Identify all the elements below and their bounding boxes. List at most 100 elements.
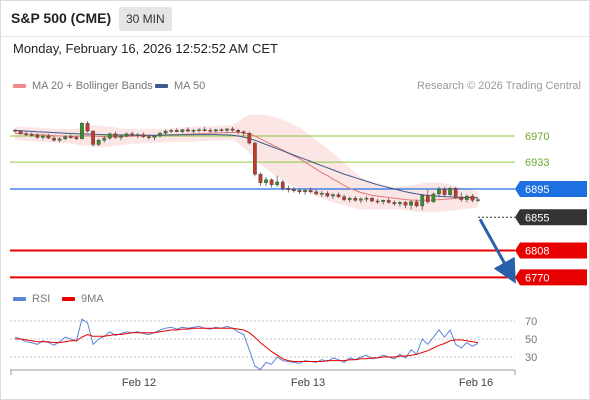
candle [420,193,425,211]
level-label-6970: 6970 [525,131,549,143]
candle-body [35,135,40,138]
candle-body [308,190,313,193]
candle-body [358,198,363,201]
candle-body [46,135,51,139]
candle [63,135,68,141]
candle [163,129,168,135]
candle [336,192,341,199]
candle-body [314,191,319,195]
candle [102,136,107,143]
candle [280,179,285,191]
candle [152,135,157,141]
candle-body [230,128,235,131]
candle-body [147,136,151,138]
candle-body [141,134,146,137]
candle [297,188,302,194]
ma20-swatch [13,84,26,89]
rsi-panel: 70 50 30 [10,316,537,371]
candle [74,136,79,141]
candle-body [96,140,101,145]
candle [119,134,123,141]
candle [247,131,252,145]
x-tick-label: Feb 13 [291,377,325,389]
candle-body [80,123,84,140]
candle [147,134,151,140]
candle-body [191,130,196,132]
candle-body [319,193,324,195]
candle [130,131,135,137]
rsi-tick-label: 30 [525,352,537,364]
candle [353,196,358,202]
candle [464,194,469,203]
candle [13,128,17,133]
credit-text: Research © 2026 Trading Central [416,80,581,92]
level-label-6933: 6933 [525,157,549,169]
candle-body [353,197,358,201]
x-tick-label: Feb 12 [122,377,156,389]
candle [29,132,34,137]
candle [425,189,430,204]
candle [202,126,207,132]
candle [414,199,419,208]
candle [46,133,51,139]
candle-body [442,188,447,195]
candle [286,185,291,193]
candle [57,137,62,143]
candle [107,132,112,140]
level-label-box [515,269,587,286]
candle [35,133,40,139]
legend-rsi: RSI [13,293,50,305]
candle-body [13,130,17,132]
timeframe-badge[interactable]: 30 MIN [119,7,172,31]
candle-body [459,197,464,200]
candle-body [275,181,280,185]
candle-body [453,188,458,198]
candle-body [169,130,174,132]
candle-body [425,195,430,202]
rsi-swatch [13,297,26,302]
level-label-box [515,209,587,226]
candle-body [52,137,56,141]
candle [158,131,162,138]
level-lines [10,135,515,279]
level-label-box [515,242,587,259]
rsi-tick-label: 50 [525,334,537,346]
candle [85,121,90,133]
candle [80,121,84,140]
candle [230,126,235,132]
level-label-6808: 6808 [515,242,587,259]
level-label-text: 6895 [525,184,549,196]
candle-body [258,173,263,183]
candle [381,199,386,205]
candle-body [208,130,213,132]
candle [213,128,218,133]
candle-body [392,202,397,205]
candle [403,201,408,209]
candle-body [74,137,79,140]
ma50-legend-label: MA 50 [174,80,206,92]
candle-body [18,130,23,135]
candle-body [347,197,352,200]
candle-body [264,179,268,183]
candle [225,128,229,133]
candle-body [342,196,346,200]
candle-body [241,131,246,134]
candle [241,130,246,136]
candle [409,200,413,210]
candle-body [29,134,34,136]
candle-body [68,136,73,138]
candle [308,187,313,194]
candle-body [135,134,140,136]
candle [124,132,129,138]
candle [370,196,374,203]
ma50-swatch [155,84,168,89]
rsi-ma-legend-label: 9MA [81,293,104,305]
candle [364,196,369,202]
level-label-text: 6970 [525,131,549,143]
candle-body [130,133,135,136]
candle [208,128,213,134]
candle-body [85,123,90,132]
candle [219,128,224,132]
candle-body [381,200,386,202]
